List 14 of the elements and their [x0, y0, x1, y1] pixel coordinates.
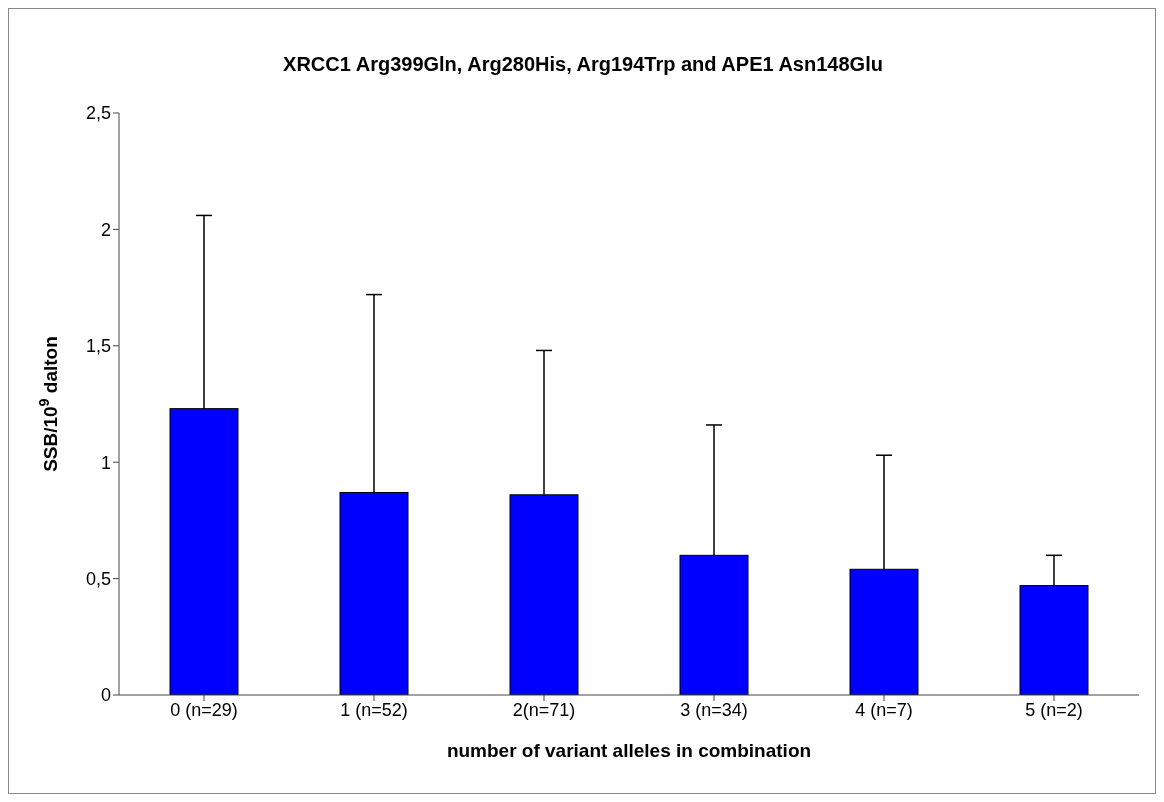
x-tick-label: 4 (n=7)	[855, 699, 913, 720]
x-tick-label: 0 (n=29)	[170, 699, 238, 720]
y-tick-label: 0,5	[85, 568, 111, 589]
x-tick-label: 2(n=71)	[512, 699, 576, 720]
x-axis-title: number of variant alleles in combination	[446, 740, 812, 761]
x-tick-label: 5 (n=2)	[1025, 699, 1083, 720]
y-tick-label: 2,5	[85, 103, 111, 124]
x-tick-label: 1 (n=52)	[340, 699, 408, 720]
y-tick-label: 1	[100, 452, 111, 473]
x-tick-label: 3 (n=34)	[680, 699, 748, 720]
y-tick-label: 0	[100, 685, 111, 706]
chart-title: XRCC1 Arg399Gln, Arg280His, Arg194Trp and APE1 Asn148Glu	[282, 53, 884, 76]
y-tick-label: 2	[100, 219, 111, 240]
y-tick-label: 1,5	[85, 336, 111, 357]
